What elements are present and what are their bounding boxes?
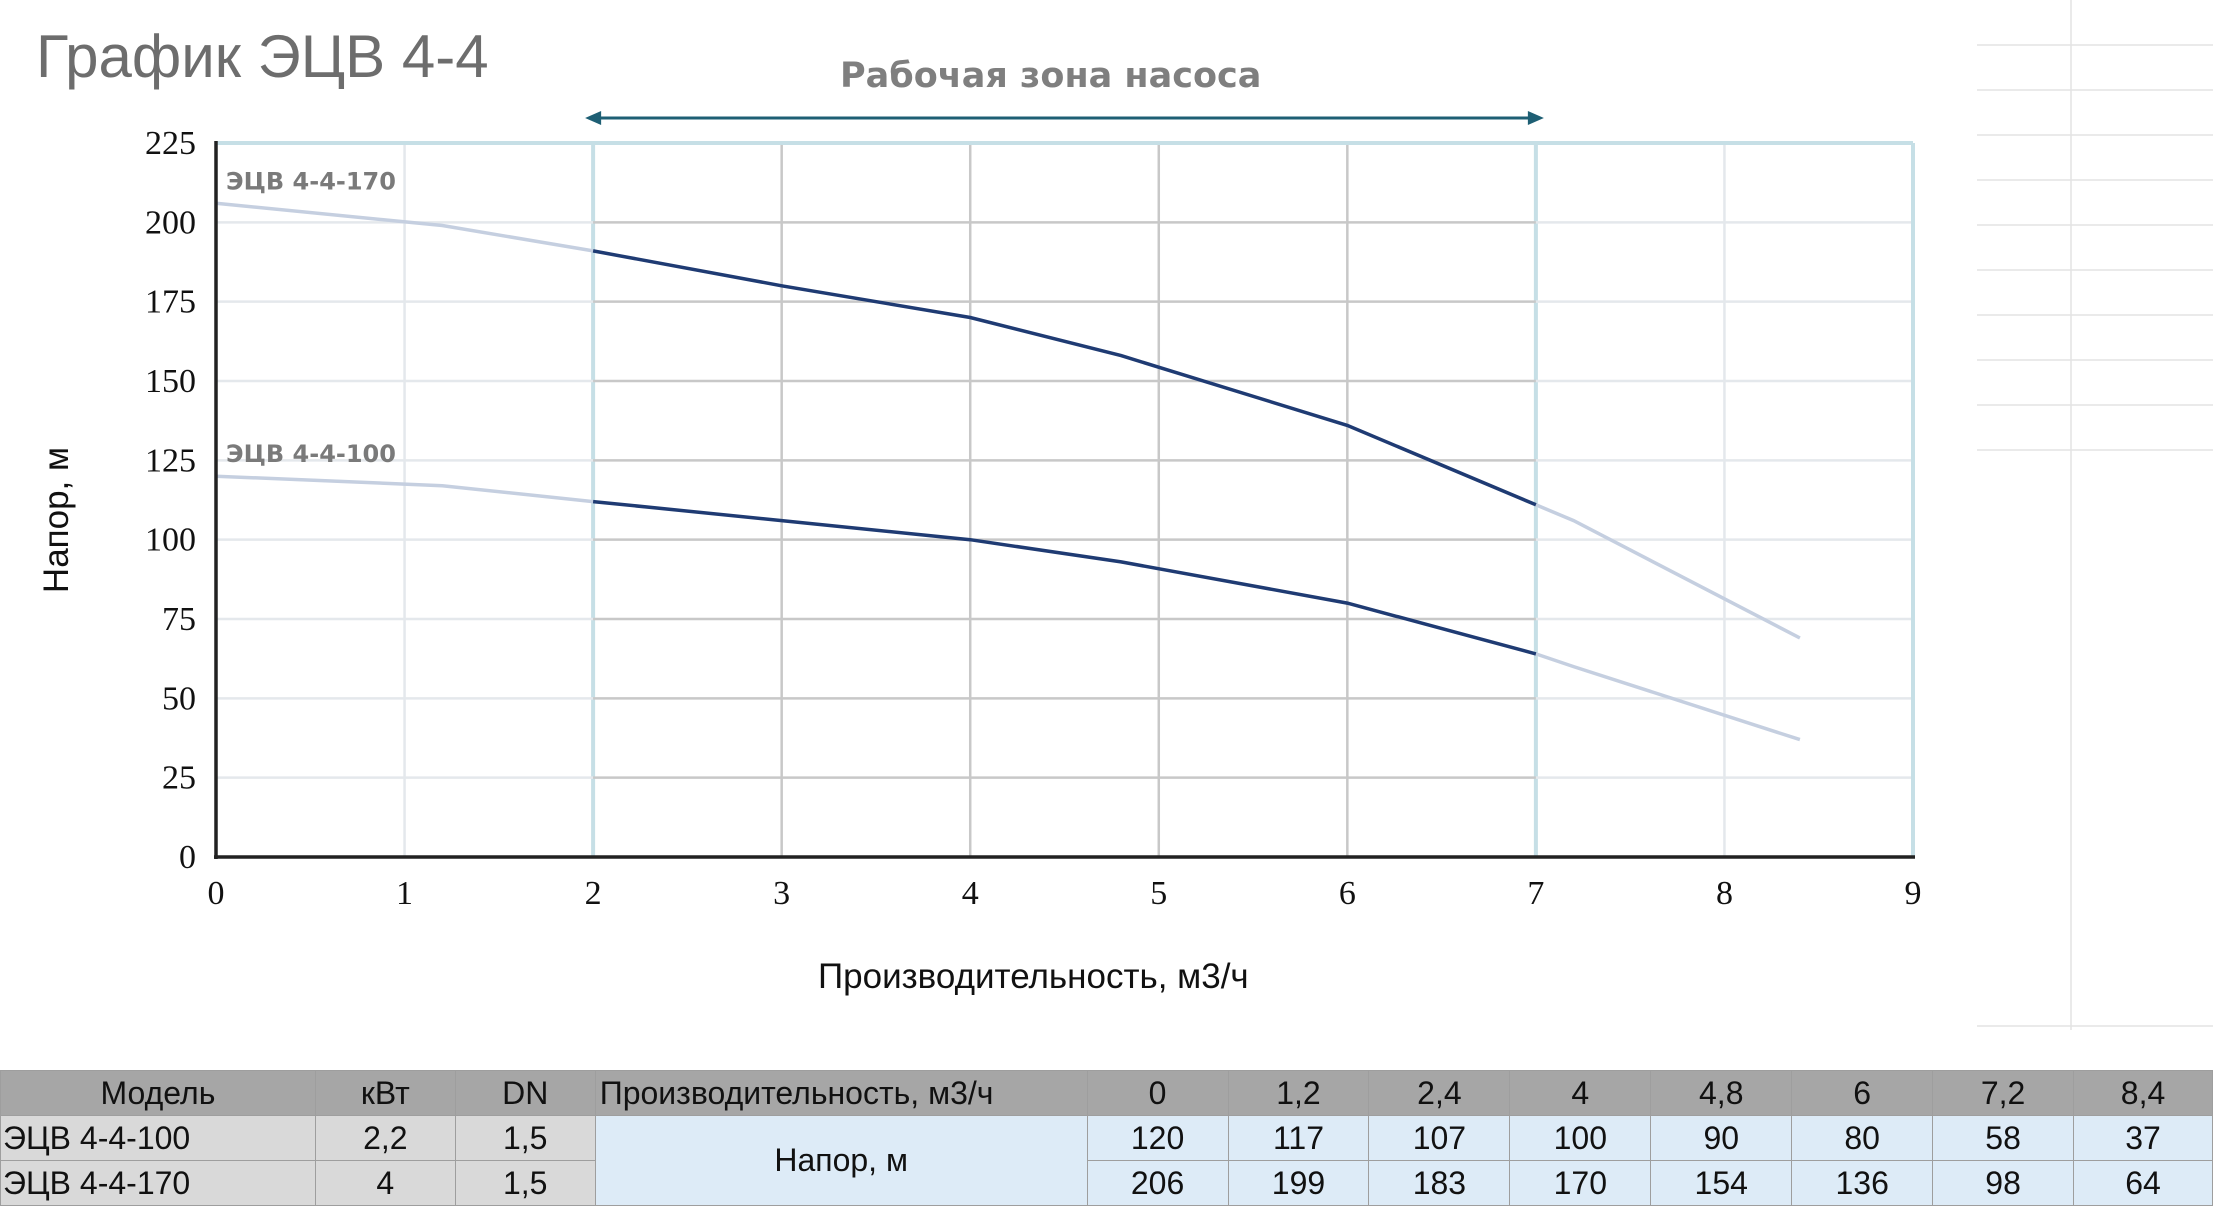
arrow-right-icon: [1527, 111, 1544, 125]
x-tick-label: 9: [1905, 875, 1922, 912]
header-kw: кВт: [314, 1070, 456, 1116]
row-value: 80: [1791, 1115, 1934, 1161]
y-tick-label: 200: [145, 204, 196, 241]
row-value: 107: [1368, 1115, 1511, 1161]
data-table: Модель кВт DN Производительность, м3/ч 0…: [0, 1070, 2213, 1206]
row-value: 120: [1086, 1115, 1229, 1161]
header-flow-value: 7,2: [1932, 1070, 2075, 1116]
y-tick-label: 125: [145, 442, 196, 479]
table-header-row: Модель кВт DN Производительность, м3/ч 0…: [0, 1070, 2213, 1116]
row-value: 199: [1227, 1160, 1370, 1206]
header-flow-value: 0: [1086, 1070, 1229, 1116]
working-zone-label: Рабочая зона насоса: [840, 56, 1262, 96]
header-flow: Производительность, м3/ч: [594, 1070, 1088, 1116]
header-model: Модель: [0, 1070, 316, 1116]
y-tick-label: 225: [145, 125, 196, 162]
row-dn: 1,5: [454, 1115, 596, 1161]
row-value: 117: [1227, 1115, 1370, 1161]
head-label-cell: Напор, м: [594, 1115, 1088, 1206]
row-value: 37: [2073, 1115, 2213, 1161]
series-label: ЭЦВ 4-4-170: [226, 167, 396, 195]
row-kw: 2,2: [314, 1115, 456, 1161]
x-tick-label: 0: [208, 875, 225, 912]
x-tick-label: 6: [1339, 875, 1356, 912]
axis-layer: [214, 141, 1915, 859]
series-line-outside-zone: [215, 201, 594, 253]
y-axis-label: Напор, м: [37, 446, 76, 594]
series-line-working-zone: [592, 499, 1537, 656]
series-line-working-zone: [592, 249, 1537, 507]
row-value: 58: [1932, 1115, 2075, 1161]
row-value: 154: [1650, 1160, 1793, 1206]
x-tick-label: 5: [1150, 875, 1167, 912]
row-model: ЭЦВ 4-4-170: [0, 1160, 316, 1206]
header-flow-value: 6: [1791, 1070, 1934, 1116]
grid-layer: [216, 141, 1915, 857]
row-value: 100: [1509, 1115, 1652, 1161]
x-tick-label: 3: [773, 875, 790, 912]
header-flow-value: 4: [1509, 1070, 1652, 1116]
y-tick-label: 75: [162, 601, 196, 638]
y-tick-label: 50: [162, 680, 196, 717]
x-tick-label: 7: [1527, 875, 1544, 912]
table-row: ЭЦВ 4-4-170 4 1,5 206 199 183 170 154 13…: [0, 1160, 2213, 1206]
x-tick-label: 8: [1716, 875, 1733, 912]
row-value: 90: [1650, 1115, 1793, 1161]
working-zone-layer: [585, 111, 1544, 125]
series-label-layer: ЭЦВ 4-4-170 ЭЦВ 4-4-100: [226, 167, 396, 468]
row-value: 206: [1086, 1160, 1229, 1206]
series-line-outside-zone: [1535, 652, 1801, 742]
tick-layer: 0 1 2 3 4 5 6 7 8 9 0 25 50 75 100 125 150 175 200 225: [145, 125, 1922, 912]
chart-title: График ЭЦВ 4-4: [36, 23, 489, 90]
header-flow-value: 8,4: [2073, 1070, 2213, 1116]
x-tick-label: 1: [396, 875, 413, 912]
arrow-left-icon: [585, 111, 602, 125]
row-value: 136: [1791, 1160, 1934, 1206]
x-axis-label: Производительность, м3/ч: [818, 957, 1249, 996]
row-model: ЭЦВ 4-4-100: [0, 1115, 316, 1161]
header-flow-value: 2,4: [1368, 1070, 1511, 1116]
row-value: 98: [1932, 1160, 2075, 1206]
row-value: 170: [1509, 1160, 1652, 1206]
series-label: ЭЦВ 4-4-100: [226, 440, 396, 468]
table-row: ЭЦВ 4-4-100 2,2 1,5 Напор, м 120 117 107…: [0, 1115, 2213, 1206]
x-tick-label: 4: [962, 875, 979, 912]
series-layer: [215, 201, 1801, 742]
y-tick-label: 0: [179, 839, 196, 876]
row-value: 183: [1368, 1160, 1511, 1206]
header-flow-value: 4,8: [1650, 1070, 1793, 1116]
row-dn: 1,5: [454, 1160, 596, 1206]
row-kw: 4: [314, 1160, 456, 1206]
row-value: 64: [2073, 1160, 2213, 1206]
y-tick-label: 100: [145, 522, 196, 559]
x-tick-label: 2: [585, 875, 602, 912]
y-tick-label: 175: [145, 284, 196, 321]
y-tick-label: 25: [162, 760, 196, 797]
y-tick-label: 150: [145, 363, 196, 400]
header-flow-value: 1,2: [1227, 1070, 1370, 1116]
header-dn: DN: [454, 1070, 596, 1116]
series-line-outside-zone: [215, 474, 594, 504]
series-line-outside-zone: [1535, 503, 1801, 640]
